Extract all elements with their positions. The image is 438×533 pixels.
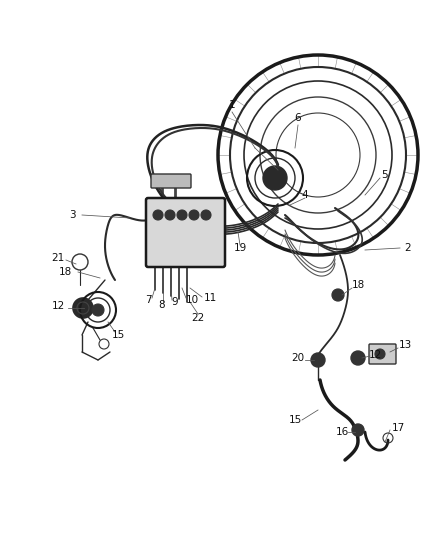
- Text: 10: 10: [185, 295, 198, 305]
- Text: 5: 5: [381, 170, 389, 180]
- Text: 3: 3: [69, 210, 75, 220]
- Circle shape: [177, 210, 187, 220]
- Text: 16: 16: [336, 427, 349, 437]
- Circle shape: [165, 210, 175, 220]
- Text: 22: 22: [191, 313, 205, 323]
- FancyBboxPatch shape: [151, 174, 191, 188]
- Text: 18: 18: [58, 267, 72, 277]
- Text: 12: 12: [51, 301, 65, 311]
- Circle shape: [375, 349, 385, 359]
- Circle shape: [332, 289, 344, 301]
- Text: 12: 12: [368, 350, 381, 360]
- Text: 19: 19: [233, 243, 247, 253]
- Circle shape: [189, 210, 199, 220]
- Text: 13: 13: [399, 340, 412, 350]
- Text: 20: 20: [291, 353, 304, 363]
- Text: 15: 15: [288, 415, 302, 425]
- Text: 1: 1: [229, 100, 235, 110]
- Circle shape: [92, 304, 104, 316]
- FancyBboxPatch shape: [369, 344, 396, 364]
- Circle shape: [73, 298, 93, 318]
- Text: 21: 21: [51, 253, 65, 263]
- Text: 9: 9: [172, 297, 178, 307]
- Text: 18: 18: [351, 280, 364, 290]
- Text: 8: 8: [159, 300, 165, 310]
- Text: 7: 7: [145, 295, 151, 305]
- Circle shape: [351, 351, 365, 365]
- Text: 4: 4: [302, 190, 308, 200]
- FancyBboxPatch shape: [146, 198, 225, 267]
- Text: 2: 2: [405, 243, 411, 253]
- Circle shape: [311, 353, 325, 367]
- Circle shape: [201, 210, 211, 220]
- Circle shape: [263, 166, 287, 190]
- Text: 11: 11: [203, 293, 217, 303]
- Circle shape: [352, 424, 364, 436]
- Text: 17: 17: [392, 423, 405, 433]
- Circle shape: [153, 210, 163, 220]
- Text: 15: 15: [111, 330, 125, 340]
- Text: 6: 6: [295, 113, 301, 123]
